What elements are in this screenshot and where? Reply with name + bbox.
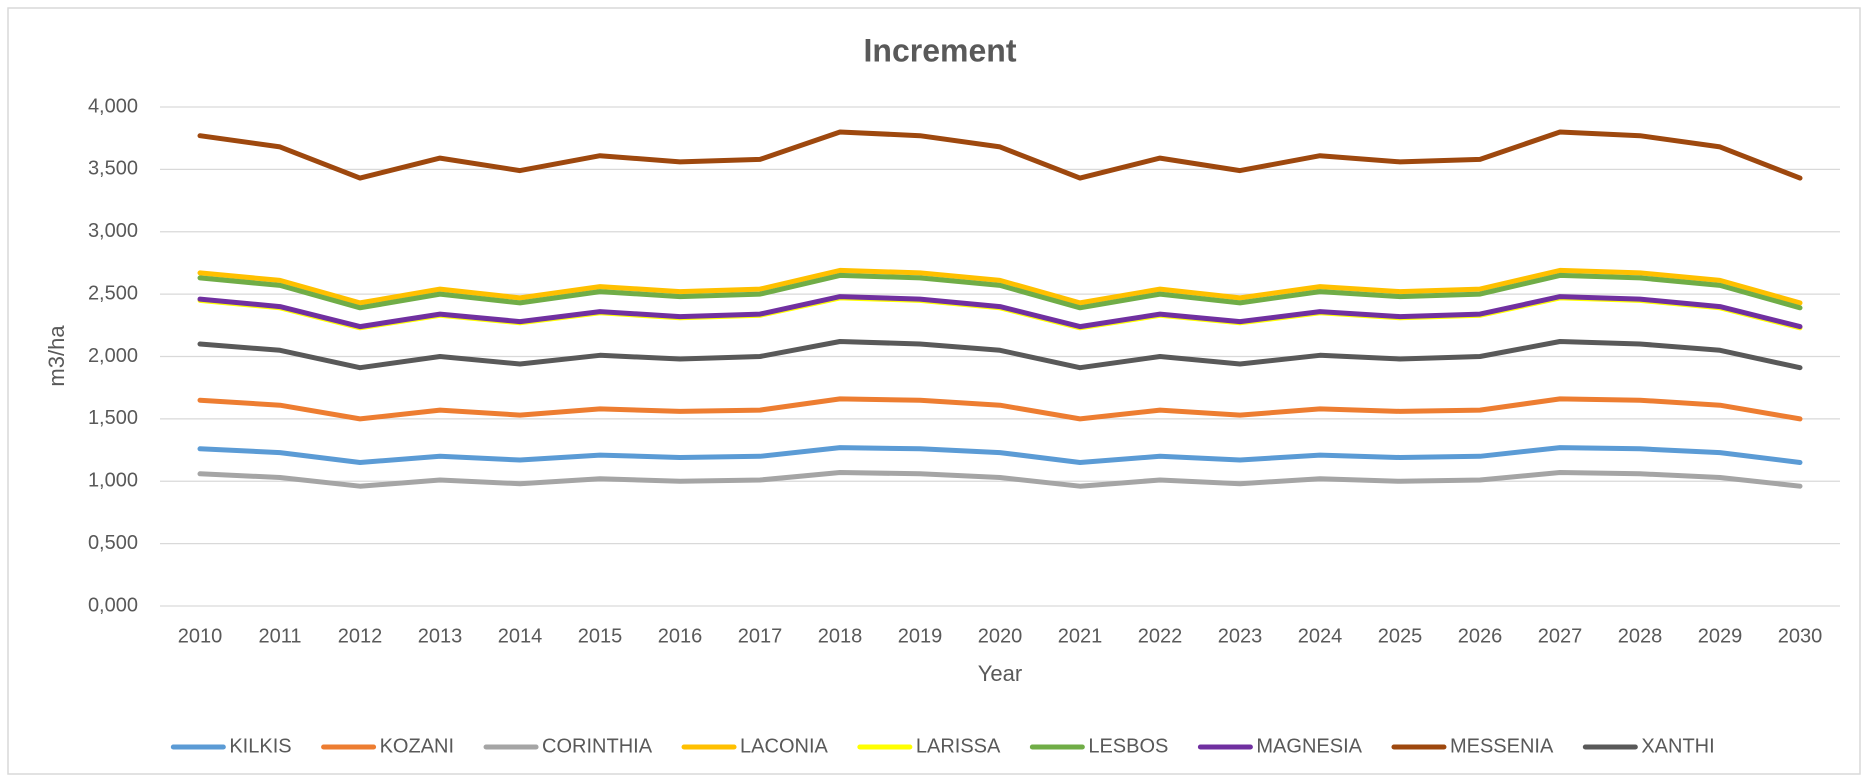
x-tick-label: 2021 [1058, 625, 1103, 647]
x-tick-label: 2010 [178, 625, 223, 647]
series-line [197, 445, 1803, 465]
x-tick-label: 2022 [1138, 625, 1183, 647]
x-tick-label: 2011 [258, 625, 301, 647]
series-line [197, 267, 1803, 306]
x-tick-label: 2012 [338, 625, 383, 647]
y-tick-label: 1,500 [88, 407, 138, 429]
y-tick-label: 0,500 [88, 532, 138, 554]
y-tick-label: 0,000 [88, 594, 138, 616]
y-tick-label: 3,500 [88, 158, 138, 180]
y-axis-label: m3/ha [44, 325, 69, 387]
x-tick-label: 2019 [898, 625, 943, 647]
series-line [197, 339, 1803, 371]
legend-label: LESBOS [1088, 735, 1168, 757]
legend-label: CORINTHIA [542, 735, 653, 757]
legend-label: KOZANI [380, 735, 454, 757]
legend-label: LACONIA [740, 735, 828, 757]
x-tick-label: 2027 [1538, 625, 1583, 647]
x-tick-label: 2017 [738, 625, 783, 647]
y-tick-label: 1,000 [88, 470, 138, 492]
x-tick-label: 2013 [418, 625, 463, 647]
chart-title: Increment [864, 32, 1017, 68]
x-tick-label: 2016 [658, 625, 703, 647]
x-tick-label: 2030 [1778, 625, 1823, 647]
series-line [197, 129, 1803, 181]
series-line [197, 294, 1803, 330]
y-tick-label: 2,000 [88, 345, 138, 367]
chart-border [7, 7, 1861, 775]
series-line [197, 272, 1803, 311]
x-axis-label: Year [978, 661, 1022, 686]
series-line [197, 470, 1803, 489]
legend-label: KILKIS [229, 735, 291, 757]
x-tick-label: 2014 [498, 625, 543, 647]
legend-label: MAGNESIA [1256, 735, 1362, 757]
y-tick-label: 2,500 [88, 282, 138, 304]
legend-label: LARISSA [916, 735, 1001, 757]
x-tick-label: 2029 [1698, 625, 1743, 647]
series-line [197, 396, 1803, 422]
legend-label: MESSENIA [1450, 735, 1554, 757]
legend: KILKIS KOZANI CORINTHIA LACONIA LARISSA LESBO… [170, 735, 1715, 757]
x-tick-label: 2018 [818, 625, 863, 647]
x-tick-label: 2024 [1298, 625, 1343, 647]
x-tick-label: 2023 [1218, 625, 1263, 647]
x-tick-label: 2026 [1458, 625, 1503, 647]
x-tick-label: 2028 [1618, 625, 1663, 647]
y-tick-label: 4,000 [88, 95, 138, 117]
legend-label: XANTHI [1641, 735, 1714, 757]
y-tick-label: 3,000 [88, 220, 138, 242]
x-tick-label: 2015 [578, 625, 623, 647]
x-tick-label: 2025 [1378, 625, 1423, 647]
x-tick-label: 2020 [978, 625, 1023, 647]
